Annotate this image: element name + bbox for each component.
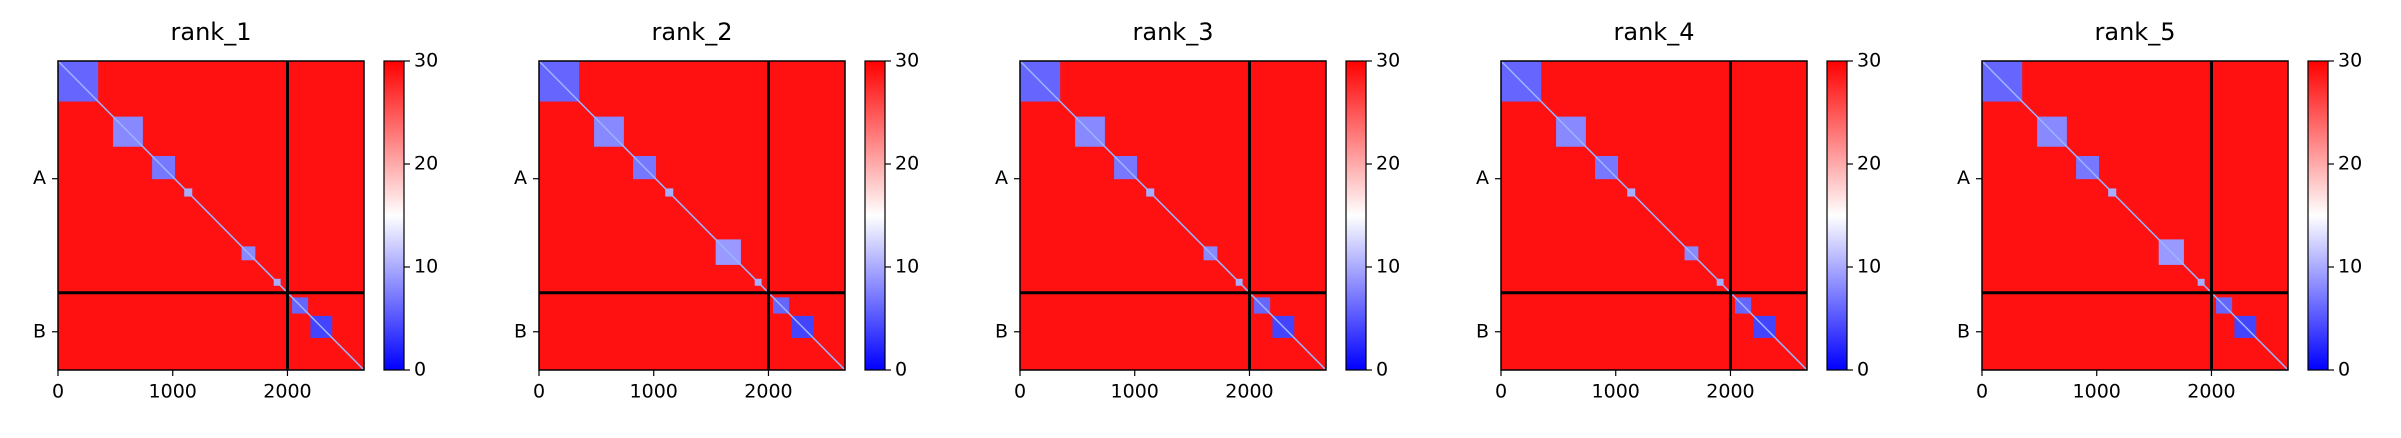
colorbar-tick-label: 10 (414, 256, 438, 278)
x-tick-label: 2000 (744, 381, 792, 403)
panel-title: rank_1 (171, 18, 252, 46)
colorbar-tick-label: 0 (1376, 359, 1388, 381)
colorbar (1345, 60, 1367, 371)
colorbar-tick-label: 30 (2338, 50, 2362, 72)
x-tick-label: 2000 (263, 381, 311, 403)
colorbar-tick-label: 20 (1376, 153, 1400, 175)
colorbar-tick-label: 30 (895, 50, 919, 72)
panel-title: rank_4 (1614, 18, 1695, 46)
x-tick-label: 0 (1495, 381, 1507, 403)
colorbar-tick-label: 30 (1857, 50, 1881, 72)
x-tick-label: 1000 (1592, 381, 1640, 403)
x-tick-label: 0 (1014, 381, 1026, 403)
y-tick-label: A (33, 167, 46, 189)
colorbar (383, 60, 405, 371)
x-tick-label: 2000 (1225, 381, 1273, 403)
y-tick-label: A (1957, 167, 1970, 189)
axes-frame (1500, 60, 1808, 371)
y-tick-label: B (1476, 320, 1489, 342)
colorbar-tick-label: 20 (895, 153, 919, 175)
colorbar-tick-label: 10 (1376, 256, 1400, 278)
colorbar (1826, 60, 1848, 371)
x-tick-label: 1000 (1111, 381, 1159, 403)
panel-title: rank_5 (2095, 18, 2176, 46)
y-tick-label: B (33, 320, 46, 342)
x-tick-label: 0 (52, 381, 64, 403)
axes-frame (57, 60, 365, 371)
x-tick-label: 1000 (2073, 381, 2121, 403)
colorbar-tick-label: 0 (414, 359, 426, 381)
x-tick-label: 0 (533, 381, 545, 403)
colorbar-tick-label: 10 (1857, 256, 1881, 278)
colorbar-tick-label: 30 (414, 50, 438, 72)
diagonal (1500, 60, 1808, 371)
diagonal (1019, 60, 1327, 371)
axes-frame (1981, 60, 2289, 371)
diagonal (538, 60, 846, 371)
y-tick-label: A (995, 167, 1008, 189)
colorbar-tick-label: 20 (2338, 153, 2362, 175)
diagonal (57, 60, 365, 371)
colorbar-tick-label: 0 (1857, 359, 1869, 381)
y-tick-label: A (514, 167, 527, 189)
colorbar-tick-label: 20 (414, 153, 438, 175)
panel-title: rank_2 (652, 18, 733, 46)
y-tick-label: A (1476, 167, 1489, 189)
diagonal (1981, 60, 2289, 371)
colorbar-tick-label: 30 (1376, 50, 1400, 72)
y-tick-label: B (514, 320, 527, 342)
y-tick-label: B (1957, 320, 1970, 342)
x-tick-label: 1000 (149, 381, 197, 403)
colorbar (2307, 60, 2329, 371)
x-tick-label: 0 (1976, 381, 1988, 403)
y-tick-label: B (995, 320, 1008, 342)
panel-title: rank_3 (1133, 18, 1214, 46)
x-tick-label: 1000 (630, 381, 678, 403)
colorbar (864, 60, 886, 371)
axes-frame (538, 60, 846, 371)
colorbar-tick-label: 10 (895, 256, 919, 278)
colorbar-tick-label: 0 (895, 359, 907, 381)
x-tick-label: 2000 (2187, 381, 2235, 403)
colorbar-tick-label: 10 (2338, 256, 2362, 278)
colorbar-tick-label: 0 (2338, 359, 2350, 381)
x-tick-label: 2000 (1706, 381, 1754, 403)
colorbar-tick-label: 20 (1857, 153, 1881, 175)
axes-frame (1019, 60, 1327, 371)
